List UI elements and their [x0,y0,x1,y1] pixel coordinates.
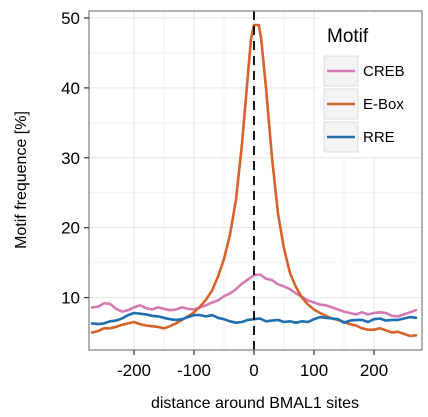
y-tick-label: 20 [61,219,80,238]
x-tick-label: 0 [249,361,258,380]
x-tick-label: 200 [360,361,388,380]
axis-layer: -200 -100 0 100 200 10 20 30 40 50 [61,9,388,380]
x-tick-label: -100 [177,361,211,380]
series-line-e-box [90,23,418,338]
plot-frame [88,10,423,351]
y-tick-label: 40 [61,79,80,98]
y-tick-label: 10 [61,289,80,308]
legend: Motif CREB E-Box RRE [318,14,420,156]
legend-label-e-box: E-Box [363,96,404,113]
legend-label-rre: RRE [363,129,395,146]
x-tick-label: -200 [117,361,151,380]
legend-label-creb: CREB [363,63,405,80]
y-tick-label: 50 [61,9,80,28]
y-tick-label: 30 [61,149,80,168]
y-axis-title: Motif frequence [%] [13,111,30,249]
series-line-creb [90,273,418,318]
legend-entries: CREB E-Box RRE [323,55,405,153]
x-axis-title: distance around BMAL1 sites [151,395,359,412]
legend-title: Motif [327,26,369,47]
x-tick-label: 100 [300,361,328,380]
